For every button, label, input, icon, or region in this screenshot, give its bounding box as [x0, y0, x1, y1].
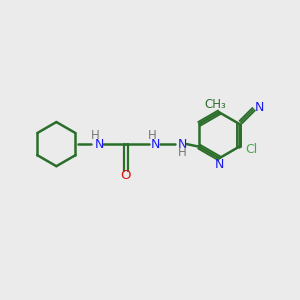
Text: Cl: Cl	[245, 143, 258, 156]
Text: CH₃: CH₃	[204, 98, 226, 111]
Text: H: H	[91, 129, 100, 142]
Text: N: N	[151, 138, 160, 151]
Text: H: H	[178, 146, 187, 159]
Text: O: O	[121, 169, 131, 182]
Text: H: H	[148, 129, 156, 142]
Text: N: N	[214, 158, 224, 171]
Text: N: N	[94, 138, 104, 151]
Text: N: N	[255, 101, 264, 114]
Text: N: N	[178, 138, 187, 151]
